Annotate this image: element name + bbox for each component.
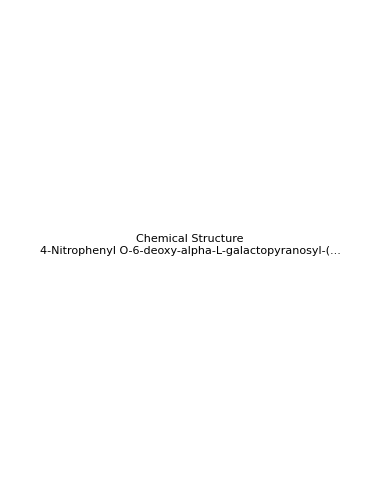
Text: Chemical Structure
4-Nitrophenyl O-6-deoxy-alpha-L-galactopyranosyl-(...: Chemical Structure 4-Nitrophenyl O-6-deo… [40, 234, 340, 255]
